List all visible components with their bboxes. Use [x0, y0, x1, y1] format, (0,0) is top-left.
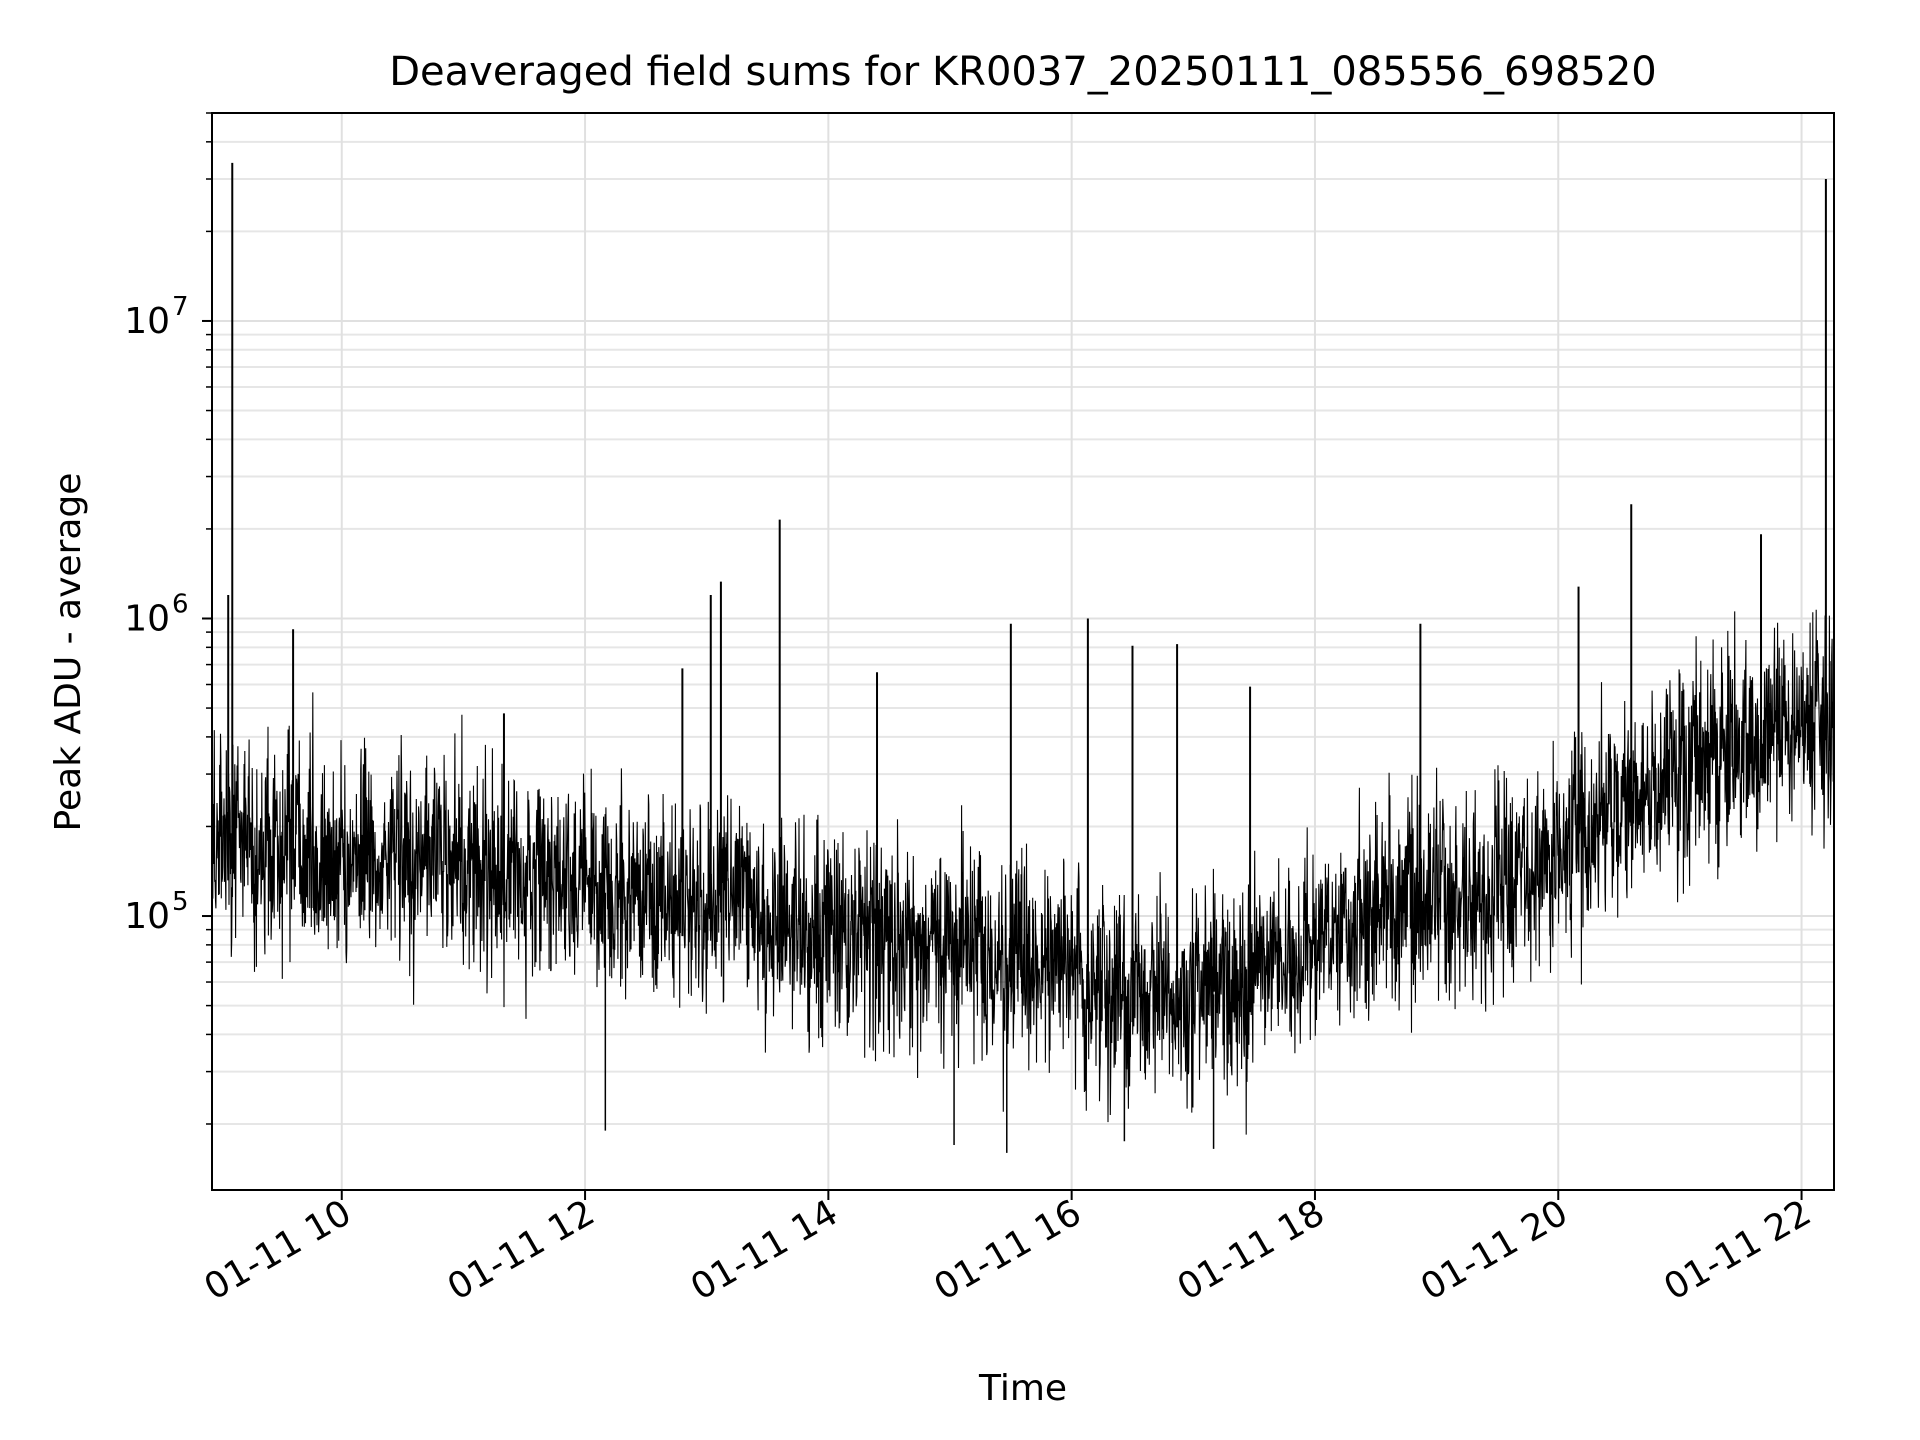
chart-title: Deaveraged field sums for KR0037_2025011… [389, 49, 1657, 95]
plot-frame [211, 112, 1835, 1191]
y-axis-label: Peak ADU - average [48, 473, 89, 832]
x-axis-label: Time [978, 1368, 1067, 1409]
y-tick-exponent: 6 [172, 589, 189, 619]
series-layer [211, 162, 1835, 1153]
y-tick-label: 10 [124, 896, 170, 937]
y-tick-exponent: 7 [172, 292, 189, 322]
y-tick-label: 10 [124, 598, 170, 639]
series-line [211, 609, 1835, 1135]
y-tick-label: 10 [124, 301, 170, 342]
y-tick-exponent: 5 [172, 887, 189, 917]
